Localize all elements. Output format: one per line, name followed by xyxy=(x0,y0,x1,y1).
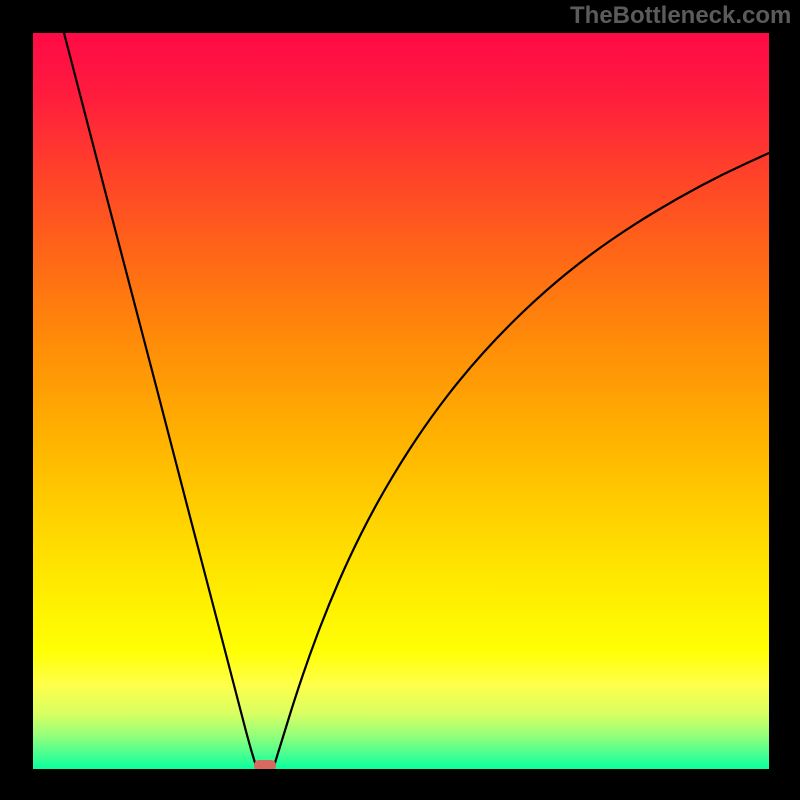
watermark-text: TheBottleneck.com xyxy=(570,2,791,30)
chart-background xyxy=(33,33,769,769)
chart-svg xyxy=(33,33,769,769)
optimum-marker xyxy=(254,760,276,769)
bottleneck-chart xyxy=(33,33,769,769)
chart-frame: TheBottleneck.com xyxy=(0,0,800,800)
